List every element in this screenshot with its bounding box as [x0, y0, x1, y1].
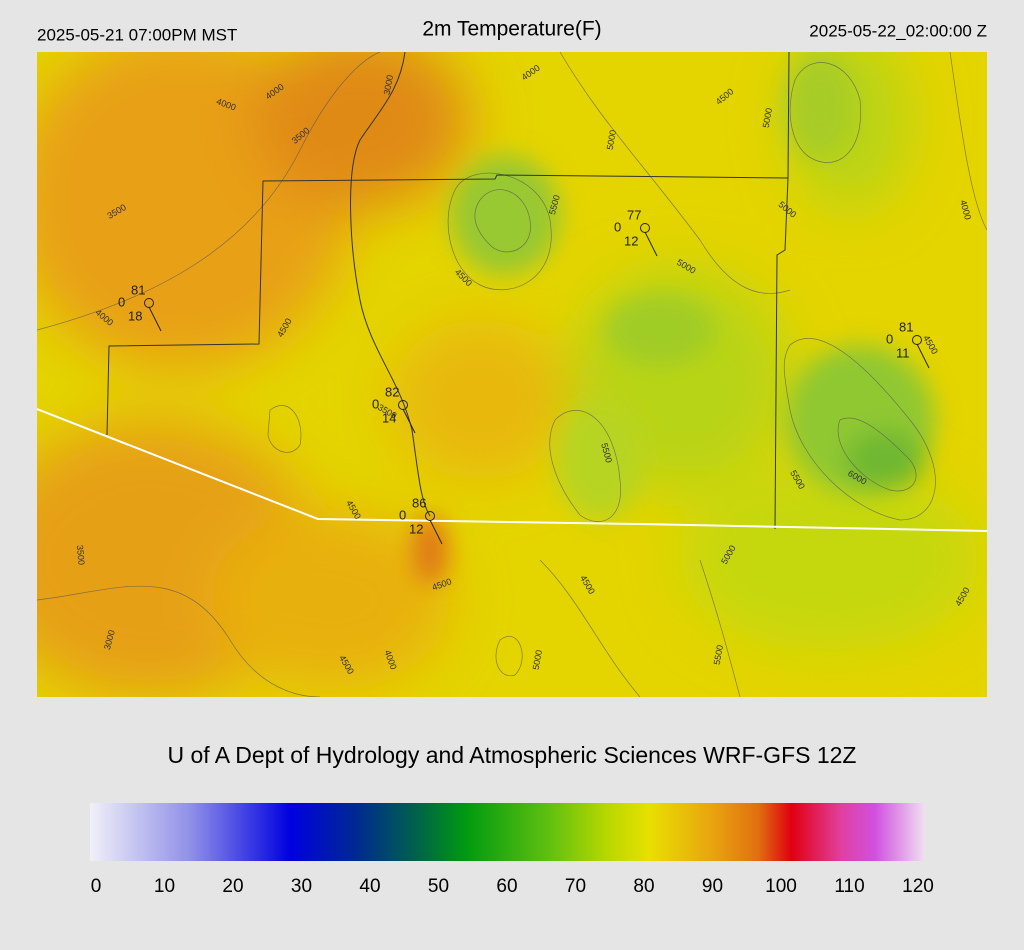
contour-label: 3500	[75, 545, 87, 566]
contour-label: 3000	[382, 74, 395, 95]
colorbar-tick-label: 110	[834, 876, 864, 897]
map	[37, 52, 987, 697]
wind-barb	[148, 306, 162, 332]
station-temp: 82	[385, 384, 399, 399]
colorbar-tick-label: 0	[91, 876, 102, 897]
colorbar-tick-label: 70	[565, 876, 586, 897]
station-mid: 0	[372, 396, 379, 411]
station-low: 12	[409, 521, 423, 536]
colorbar-tick-label: 80	[633, 876, 654, 897]
contour-label: 5000	[531, 649, 544, 670]
station-temp: 81	[131, 282, 145, 297]
station-mid: 0	[399, 507, 406, 522]
colorbar-tick-label: 10	[154, 876, 175, 897]
colorbar-tick-label: 40	[359, 876, 380, 897]
footer-credit: U of A Dept of Hydrology and Atmospheric…	[167, 742, 856, 768]
colorbar-tick-label: 90	[702, 876, 723, 897]
map-title: 2m Temperature(F)	[422, 18, 601, 41]
station-temp: 81	[899, 319, 913, 334]
station-low: 14	[382, 410, 396, 425]
wind-barb	[402, 408, 416, 434]
colorbar-tick-label: 100	[765, 876, 797, 897]
wind-barb	[916, 343, 930, 369]
contour-label: 5500	[712, 644, 725, 665]
colorbar	[90, 803, 925, 861]
station-mid: 0	[614, 219, 621, 234]
colorbar-tick-label: 120	[902, 876, 934, 897]
station-low: 11	[896, 345, 910, 360]
station-mid: 0	[118, 294, 125, 309]
colorbar-tick-label: 20	[222, 876, 243, 897]
wind-barb	[429, 519, 443, 545]
station-mid: 0	[886, 331, 893, 346]
colorbar-tick-label: 50	[428, 876, 449, 897]
station-low: 18	[128, 308, 142, 323]
colorbar-tick-label: 30	[291, 876, 312, 897]
valid-local: 2025-05-21 07:00PM MST	[37, 25, 237, 44]
wind-barb	[644, 231, 658, 257]
station-low: 12	[624, 233, 638, 248]
station-temp: 86	[412, 495, 426, 510]
contour-label: 5000	[605, 129, 618, 150]
contour-label: 5000	[761, 107, 774, 128]
valid-utc: 2025-05-22_02:00:00 Z	[809, 21, 987, 40]
colorbar-tick-label: 60	[496, 876, 517, 897]
station-temp: 77	[627, 207, 641, 222]
